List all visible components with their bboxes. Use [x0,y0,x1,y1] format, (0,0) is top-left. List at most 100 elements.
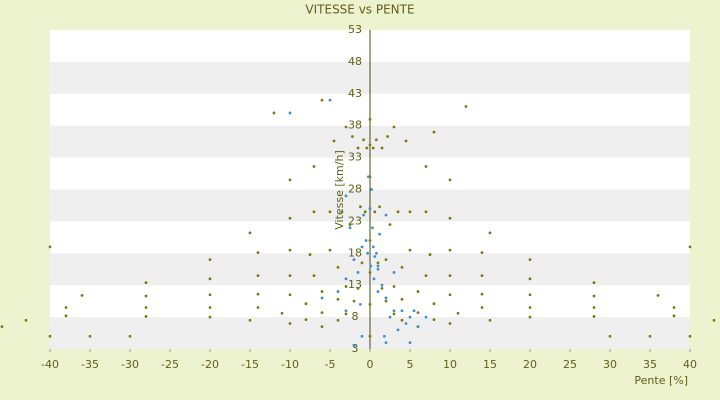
data-point [368,239,372,242]
data-point [80,294,84,297]
data-point [448,248,452,252]
data-point [528,315,532,319]
data-point [348,226,352,230]
data-point [464,105,468,108]
x-tick-label: 40 [683,358,697,371]
y-tick-label: 53 [348,23,362,36]
data-point [344,309,348,313]
data-point [378,232,381,236]
data-point [344,285,348,288]
data-point [408,315,412,319]
data-point [448,322,452,325]
data-point [304,302,308,306]
data-point [352,258,356,262]
data-point [656,294,660,297]
data-point [88,334,92,338]
data-point [432,302,436,306]
data-point [371,226,374,230]
data-point [448,274,452,278]
data-point [356,271,360,274]
data-point [592,315,596,318]
data-point [386,135,389,138]
data-point [384,258,388,262]
data-point [128,334,132,338]
data-point [408,248,412,252]
data-point [351,135,354,138]
data-point [408,341,412,345]
y-tick-label: 8 [352,310,359,323]
data-point [320,290,324,293]
data-point [64,306,68,309]
data-point [396,328,400,332]
y-tick-label: 3 [352,342,359,355]
data-point [375,251,378,255]
x-tick-label: -25 [161,358,179,371]
data-point [344,194,348,198]
y-tick-label: 18 [348,246,362,259]
data-point [208,277,212,281]
x-tick-label: -30 [121,358,139,371]
data-point [312,274,316,278]
data-point [328,98,332,102]
data-point [392,285,396,288]
data-point [288,248,292,252]
data-point [288,178,292,182]
data-point [592,306,596,309]
data-point [336,265,340,269]
data-point [408,210,412,214]
data-point [272,111,276,115]
data-point [388,315,392,319]
data-point [368,207,372,211]
data-point [371,146,375,150]
x-axis-label: Pente [%] [634,374,688,387]
data-point [380,283,384,287]
data-point [248,231,252,235]
data-point [368,334,372,338]
data-point [248,318,252,322]
data-point [432,318,436,322]
x-tick-label: -35 [81,358,99,371]
data-point [288,216,292,220]
y-tick-label: 13 [348,278,362,291]
data-point [428,253,432,256]
data-point [400,309,404,313]
x-tick-label: 25 [563,358,577,371]
data-point [256,306,260,309]
data-point [288,322,292,325]
data-point [404,139,408,143]
data-point [359,302,362,306]
data-point [365,146,369,150]
data-point [528,306,532,309]
data-point [144,315,148,318]
data-point [356,146,360,150]
x-tick-label: 0 [367,358,374,371]
y-tick-label: 38 [348,119,362,132]
data-point [362,213,365,217]
data-point [376,290,380,293]
data-point [256,274,260,278]
data-point [304,318,308,322]
data-point [416,311,420,315]
data-point [384,341,388,345]
data-point [488,231,492,235]
data-point [376,261,380,265]
data-point [360,261,364,265]
data-point [368,117,372,121]
chart-title: VITESSE vs PENTE [305,3,414,17]
data-point [384,299,388,303]
data-point [308,253,312,256]
x-tick-label: 10 [443,358,457,371]
y-tick-label: 23 [348,214,362,227]
data-point [352,344,356,348]
x-tick-label: -5 [325,358,336,371]
x-tick-label: 35 [643,358,657,371]
data-point [208,315,212,319]
data-point [144,306,148,309]
data-point [48,334,52,338]
y-tick-label: 33 [348,151,362,164]
data-point [320,296,324,300]
data-point [360,334,364,338]
data-point [376,264,380,268]
data-point [371,245,375,249]
